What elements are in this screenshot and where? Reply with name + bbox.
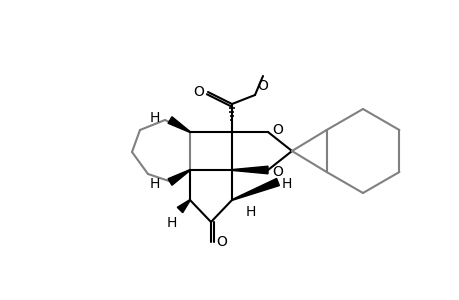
- Polygon shape: [177, 200, 190, 213]
- Text: O: O: [271, 165, 282, 179]
- Text: H: H: [246, 205, 256, 219]
- Polygon shape: [168, 117, 190, 132]
- Text: O: O: [257, 79, 267, 93]
- Text: O: O: [193, 85, 203, 99]
- Polygon shape: [168, 170, 190, 185]
- Text: O: O: [216, 235, 226, 249]
- Text: H: H: [149, 177, 160, 191]
- Text: H: H: [167, 216, 177, 230]
- Polygon shape: [231, 178, 279, 200]
- Polygon shape: [231, 166, 268, 174]
- Text: H: H: [149, 111, 160, 125]
- Text: O: O: [271, 123, 282, 137]
- Text: H: H: [281, 177, 292, 191]
